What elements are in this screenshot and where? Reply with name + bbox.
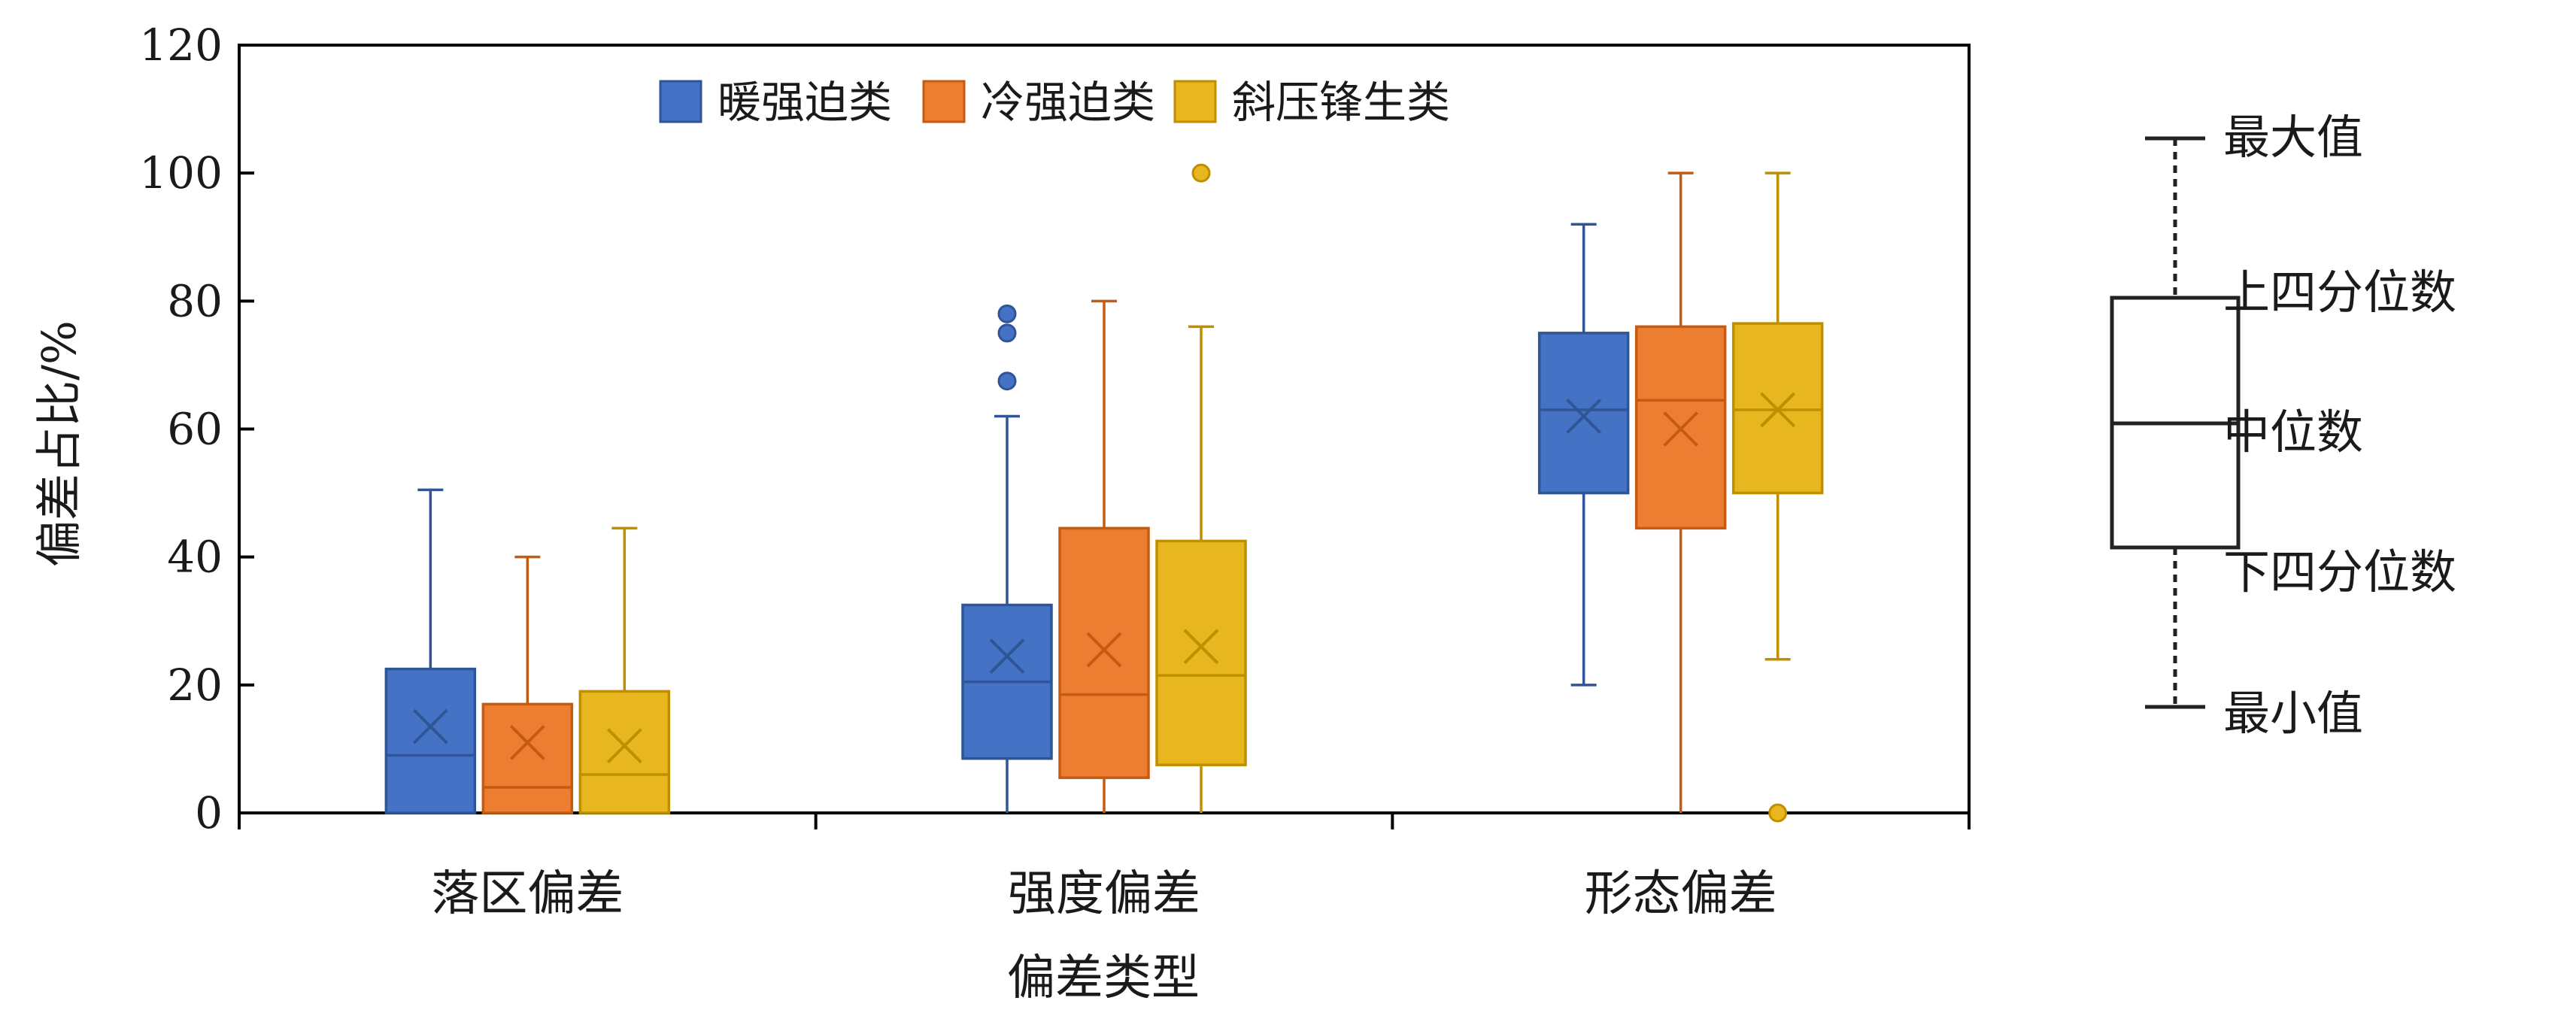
legend-label: 暖强迫类 [718, 77, 892, 128]
plot-area: 0 20 40 60 80 100 120 落区偏差 强度偏差 形态偏差 [139, 20, 1971, 922]
key-label-median: 中位数 [2223, 405, 2363, 459]
y-tick-label: 20 [167, 660, 223, 711]
box-3-2 [1155, 163, 1247, 813]
box-3-3 [1731, 171, 1824, 823]
y-axis-title: 偏差占比/% [32, 320, 86, 567]
x-axis-title: 偏差类型 [1007, 951, 1200, 1006]
mean-marker [606, 728, 642, 764]
x-category-label: 落区偏差 [431, 866, 624, 922]
key-label-max: 最大值 [2223, 110, 2363, 165]
mean-marker [1086, 632, 1122, 668]
outlier-point [1191, 163, 1211, 183]
box-1-3 [1537, 223, 1630, 687]
box-iqr [1537, 332, 1630, 495]
mean-marker [1663, 411, 1699, 447]
legend-label: 斜压锋生类 [1232, 77, 1450, 128]
box-iqr [1155, 539, 1247, 766]
box-2-2 [1058, 299, 1150, 813]
box-1-2 [961, 304, 1053, 813]
outlier-point [1768, 803, 1788, 823]
y-tick-label: 60 [167, 404, 223, 455]
x-category-label: 强度偏差 [1008, 866, 1200, 922]
y-tick-label: 100 [139, 147, 223, 199]
y-tick-label: 40 [167, 532, 223, 583]
box-3-1 [578, 526, 671, 814]
key-label-q3: 上四分位数 [2223, 265, 2456, 320]
mean-marker [509, 724, 545, 760]
legend-label: 冷强迫类 [981, 77, 1155, 128]
mean-marker [1760, 392, 1796, 428]
legend-swatch [922, 80, 966, 123]
key-label-q1: 下四分位数 [2223, 544, 2456, 599]
key-label-min: 最小值 [2223, 686, 2363, 741]
box-2-3 [1634, 171, 1727, 813]
legend-swatch [659, 80, 702, 123]
box-iqr [578, 690, 671, 814]
y-tick-label: 80 [167, 275, 223, 326]
mean-marker [1566, 399, 1602, 434]
mean-marker [1183, 629, 1219, 665]
box-2-1 [481, 555, 574, 814]
box-iqr [1058, 526, 1150, 779]
legend: 暖强迫类 冷强迫类 斜压锋生类 [659, 77, 1450, 128]
box-iqr [481, 702, 574, 814]
mean-marker [412, 708, 448, 744]
x-category-label: 形态偏差 [1585, 866, 1777, 922]
y-tick-label: 0 [195, 787, 223, 838]
box-1-1 [384, 488, 477, 814]
mean-marker [989, 638, 1025, 674]
outlier-point [997, 371, 1017, 391]
y-tick-label: 120 [139, 20, 223, 71]
legend-swatch [1173, 80, 1217, 123]
box-iqr [384, 667, 477, 814]
outlier-point [997, 323, 1017, 343]
outlier-point [997, 304, 1017, 323]
